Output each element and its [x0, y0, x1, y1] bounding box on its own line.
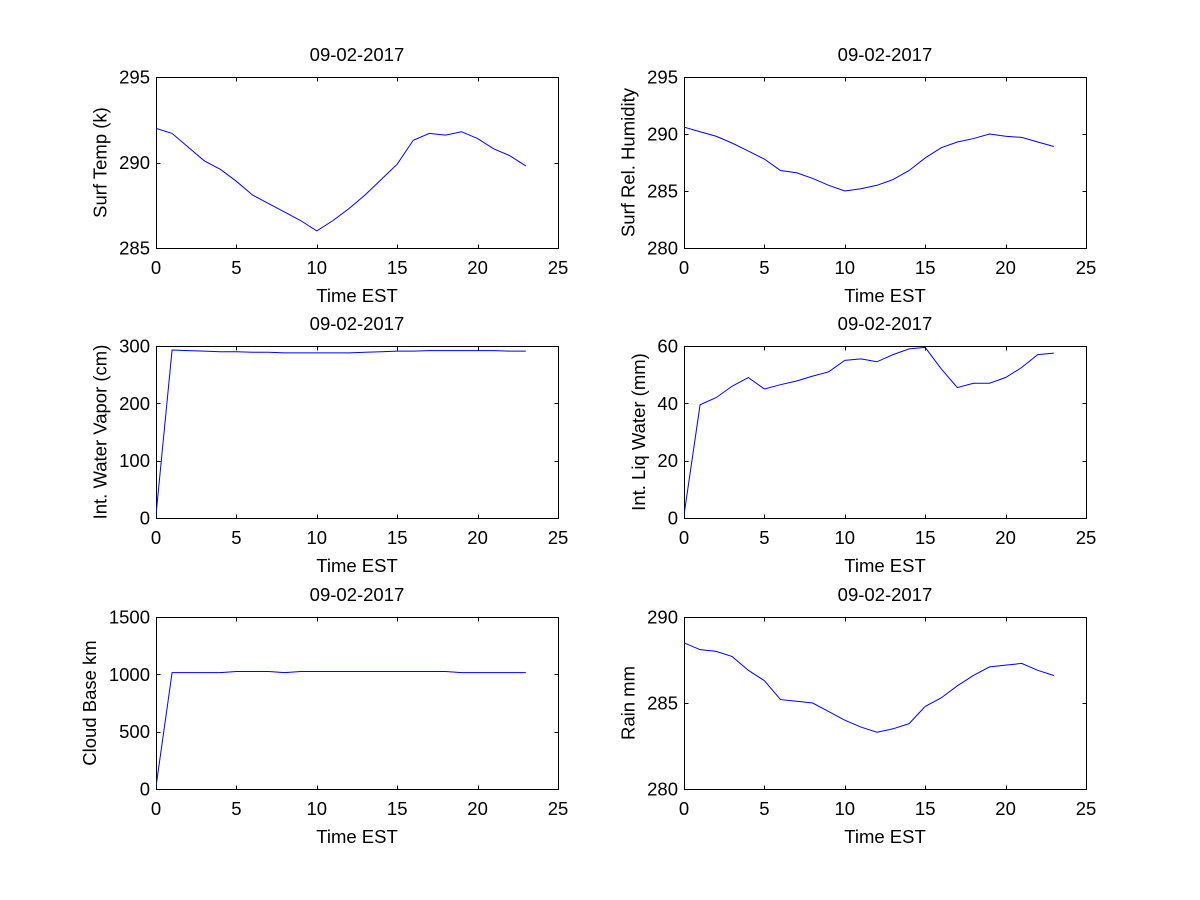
chart-panel-1: 0 5 10 15 20 25 285 290 295 09-02-2017 Time EST Sur…: [90, 44, 569, 306]
y-tick-label: 20: [657, 450, 678, 471]
y-axis-label: Surf Rel. Humidity: [618, 87, 639, 237]
y-tick-label: 295: [119, 67, 150, 88]
x-axis-label: Time EST: [316, 555, 398, 576]
x-tick-label: 20: [995, 257, 1016, 278]
y-tick-label: 0: [140, 779, 150, 800]
y-tick-label: 1500: [109, 607, 150, 628]
y-tick-label: 500: [119, 721, 150, 742]
chart-panel-5: 0 5 10 15 20 25 0 500 1000 1500 09-02-2017 Time EST…: [79, 584, 568, 847]
x-tick-label: 5: [759, 527, 769, 548]
x-tick-label: 10: [307, 798, 328, 819]
x-tick-label: 0: [679, 257, 689, 278]
x-tick-label: 5: [231, 798, 241, 819]
y-axis-label: Int. Liq Water (mm): [628, 353, 649, 511]
y-axis-label: Surf Temp (k): [90, 107, 111, 218]
x-tick-label: 15: [387, 257, 408, 278]
chart-panel-3: 0 5 10 15 20 25 0 100 200 300 09-02-2017 Time EST In…: [90, 313, 569, 576]
x-tick-label: 0: [679, 798, 689, 819]
x-tick-label: 15: [915, 527, 936, 548]
chart-panel-6: 0 5 10 15 20 25 280 285 290 09-02-2017 Time EST Rai…: [618, 584, 1097, 847]
x-tick-label: 5: [759, 798, 769, 819]
chart-title: 09-02-2017: [310, 44, 405, 65]
x-axis-label: Time EST: [316, 285, 398, 306]
y-axis-label: Int. Water Vapor (cm): [90, 345, 111, 520]
series-line: [156, 127, 527, 232]
x-tick-label: 10: [835, 527, 856, 548]
x-axis-label: Time EST: [844, 285, 926, 306]
chart-title: 09-02-2017: [310, 313, 405, 334]
y-axis-label: Cloud Base km: [79, 640, 100, 765]
x-axis-label: Time EST: [844, 826, 926, 847]
x-tick-label: 25: [548, 527, 569, 548]
x-tick-label: 15: [387, 798, 408, 819]
x-axis-label: Time EST: [316, 826, 398, 847]
plot-area-frame: [684, 346, 1087, 519]
y-tick-label: 300: [119, 336, 150, 357]
series-line: [684, 642, 1054, 733]
x-tick-label: 20: [467, 798, 488, 819]
y-tick-label: 290: [647, 124, 678, 145]
x-tick-label: 0: [151, 527, 161, 548]
x-tick-label: 20: [467, 527, 488, 548]
y-tick-label: 285: [647, 693, 678, 714]
plot-area-frame: [684, 617, 1087, 790]
x-tick-label: 20: [995, 798, 1016, 819]
y-tick-label: 0: [140, 508, 150, 529]
y-tick-label: 40: [657, 393, 678, 414]
y-axis-label: Rain mm: [618, 666, 639, 740]
x-tick-label: 25: [1076, 257, 1097, 278]
series-line: [684, 126, 1054, 192]
x-tick-label: 10: [307, 527, 328, 548]
y-tick-label: 60: [657, 336, 678, 357]
y-tick-label: 200: [119, 393, 150, 414]
chart-title: 09-02-2017: [310, 584, 405, 605]
x-tick-label: 25: [1076, 527, 1097, 548]
y-tick-label: 1000: [109, 664, 150, 685]
chart-title: 09-02-2017: [838, 584, 933, 605]
x-axis-label: Time EST: [844, 555, 926, 576]
chart-panel-2: 0 5 10 15 20 25 280 285 290 295 09-02-2017 Time EST…: [618, 44, 1097, 306]
x-tick-label: 20: [467, 257, 488, 278]
x-tick-label: 10: [307, 257, 328, 278]
x-tick-label: 0: [151, 798, 161, 819]
plot-area-frame: [684, 77, 1087, 249]
plot-area-frame: [156, 617, 559, 790]
x-tick-label: 0: [679, 527, 689, 548]
y-tick-label: 290: [647, 607, 678, 628]
chart-title: 09-02-2017: [838, 313, 933, 334]
x-tick-label: 15: [915, 257, 936, 278]
y-tick-label: 290: [119, 152, 150, 173]
x-tick-label: 20: [995, 527, 1016, 548]
y-tick-label: 0: [668, 508, 678, 529]
y-tick-label: 295: [647, 67, 678, 88]
plot-area-frame: [156, 77, 559, 249]
y-tick-label: 280: [647, 238, 678, 259]
x-tick-label: 25: [1076, 798, 1097, 819]
x-tick-label: 10: [835, 257, 856, 278]
y-tick-label: 280: [647, 779, 678, 800]
series-line: [156, 349, 526, 516]
y-tick-label: 100: [119, 450, 150, 471]
x-tick-label: 5: [231, 527, 241, 548]
x-tick-label: 10: [835, 798, 856, 819]
chart-panel-4: 0 5 10 15 20 25 0 20 40 60 09-02-2017 Time EST Int. …: [628, 313, 1096, 576]
chart-title: 09-02-2017: [838, 44, 933, 65]
x-tick-label: 25: [548, 798, 569, 819]
x-tick-label: 5: [759, 257, 769, 278]
x-tick-label: 25: [548, 257, 569, 278]
y-tick-label: 285: [647, 181, 678, 202]
x-tick-label: 15: [387, 527, 408, 548]
plot-area-frame: [156, 346, 559, 519]
x-tick-label: 15: [915, 798, 936, 819]
x-tick-label: 5: [231, 257, 241, 278]
y-tick-label: 285: [119, 238, 150, 259]
series-line: [684, 346, 1054, 516]
x-tick-label: 0: [151, 257, 161, 278]
series-line: [156, 670, 526, 787]
